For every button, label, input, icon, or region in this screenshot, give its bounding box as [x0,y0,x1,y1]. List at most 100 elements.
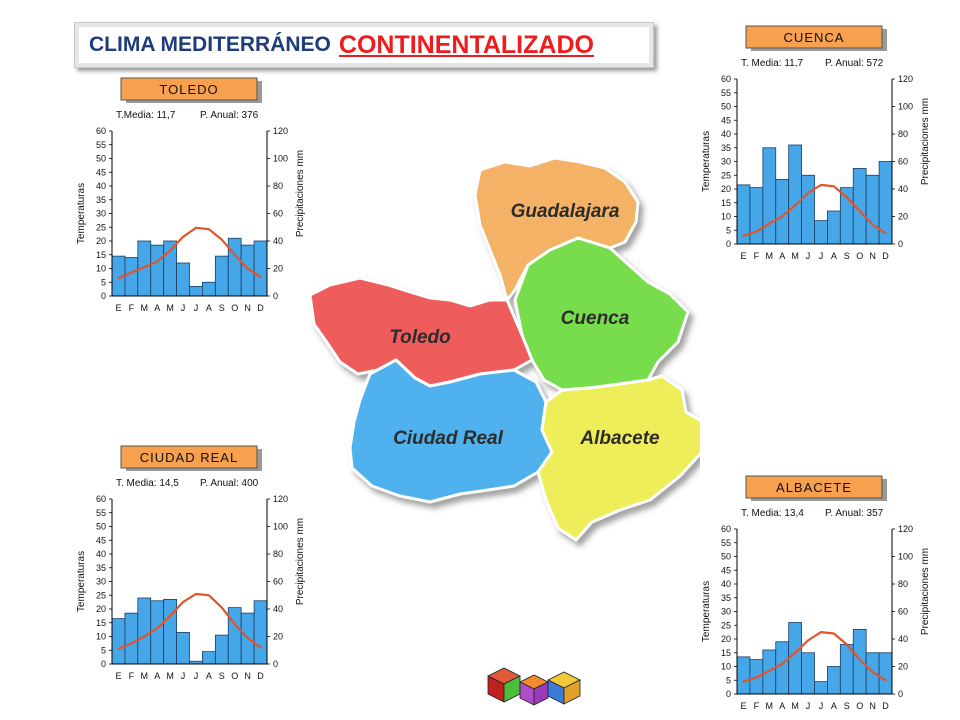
y2-tick-label: 80 [898,579,908,589]
region-label-toledo: Toledo [389,327,451,348]
precip-bar [865,174,880,245]
y2-tick-label: 0 [898,239,903,249]
y-tick-label: 20 [96,604,106,614]
temperature-line [742,631,887,683]
y-tick-label: 10 [721,662,731,672]
y-tick-label: 0 [101,659,106,669]
y2-tick-label: 60 [273,577,283,587]
y-tick-label: 10 [96,264,106,274]
y2-axis-label: Precipitaciones mm [295,518,306,605]
region-albacete [536,374,710,542]
x-tick-label: F [754,251,760,261]
x-tick-label: F [129,303,135,313]
precip-bar [176,631,190,665]
title-box [120,445,258,469]
chart-subtitle-panual: P. Anual: 357 [825,508,884,519]
y-tick-label: 15 [96,618,106,628]
x-tick-label: J [181,303,186,313]
region-label-ciudad-real: Ciudad Real [393,428,504,449]
precip-bar [814,681,828,695]
x-tick-label: A [779,701,785,711]
y-tick-label: 25 [96,222,106,232]
y-tick-label: 40 [721,129,731,139]
y-tick-label: 30 [721,157,731,167]
x-tick-label: M [141,303,149,313]
y-tick-label: 30 [721,607,731,617]
climograph-toledo: TOLEDO T.Media: 11,7 P. Anual: 376 0 5 10 15 20… [70,76,320,321]
y-tick-label: 0 [101,291,106,301]
y-tick-label: 35 [96,563,106,573]
x-tick-label: J [806,701,811,711]
y-tick-label: 25 [96,590,106,600]
title-box [745,475,883,499]
precip-bar [214,634,229,665]
y2-tick-label: 100 [273,154,288,164]
y-tick-label: 35 [721,143,731,153]
precip-bar [801,174,815,245]
precip-bar [878,652,893,695]
x-tick-label: M [791,251,799,261]
chart-title: CIUDAD REAL [140,450,238,465]
y2-tick-label: 20 [273,264,283,274]
y2-tick-label: 40 [273,236,283,246]
x-tick-label: D [882,701,889,711]
precip-bar [827,210,841,245]
y-tick-label: 40 [721,579,731,589]
chart-title: CUENCA [784,30,845,45]
y2-tick-label: 60 [898,157,908,167]
y-tick-label: 10 [721,212,731,222]
x-tick-label: E [115,671,121,681]
x-tick-label: M [141,671,149,681]
y2-tick-label: 20 [273,632,283,642]
precip-bar [736,656,751,695]
precip-bar [827,666,841,695]
y-tick-label: 60 [96,126,106,136]
y-tick-label: 40 [96,181,106,191]
y-tick-label: 60 [721,74,731,84]
x-tick-label: E [115,303,121,313]
y2-tick-label: 100 [898,102,913,112]
x-tick-label: J [181,671,186,681]
y2-tick-label: 0 [273,291,278,301]
x-tick-label: A [154,303,160,313]
y2-tick-label: 120 [898,524,913,534]
y-tick-label: 20 [721,184,731,194]
y-tick-label: 5 [726,225,731,235]
precip-bar [111,618,126,665]
chart-svg: CUENCA T. Media: 11,7 P. Anual: 572 0 5 10 15 2… [701,25,931,261]
precip-bar [214,255,229,297]
y2-tick-label: 120 [898,74,913,84]
x-tick-label: D [257,303,264,313]
chart-subtitle-tmedia: T.Media: 11,7 [116,110,176,121]
y-tick-label: 45 [96,167,106,177]
x-tick-label: S [219,303,225,313]
x-tick-label: O [856,251,863,261]
cube-logo [484,662,596,711]
precip-bar [202,281,216,297]
y2-axis-label: Precipitaciones mm [295,150,306,237]
y-tick-label: 50 [721,102,731,112]
chart-subtitle-panual: P. Anual: 572 [825,58,884,69]
province-map: Guadalajara Cuenca Toledo Ciudad Real Al… [300,150,710,555]
cube-logo-svg [487,667,581,706]
x-tick-label: J [819,251,824,261]
x-tick-label: N [244,671,251,681]
y2-tick-label: 60 [273,209,283,219]
title-main: CLIMA MEDITERRÁNEO [89,33,331,56]
y-tick-label: 50 [721,552,731,562]
x-tick-label: M [766,251,774,261]
y-tick-label: 20 [96,236,106,246]
y-tick-label: 55 [721,88,731,98]
climograph-cuenca: CUENCA T. Media: 11,7 P. Anual: 572 0 5 10 15 2… [695,24,945,269]
y-tick-label: 60 [721,524,731,534]
y-tick-label: 0 [726,239,731,249]
region-label-albacete: Albacete [579,428,660,449]
precip-bar [253,240,268,297]
y-axis-label: Temperaturas [701,581,712,642]
y-tick-label: 60 [96,494,106,504]
y-tick-label: 25 [721,620,731,630]
chart-svg: TOLEDO T.Media: 11,7 P. Anual: 376 0 5 10 15 20… [76,77,306,313]
chart-subtitle-panual: P. Anual: 376 [200,110,259,121]
y-tick-label: 15 [96,250,106,260]
x-tick-label: O [856,701,863,711]
